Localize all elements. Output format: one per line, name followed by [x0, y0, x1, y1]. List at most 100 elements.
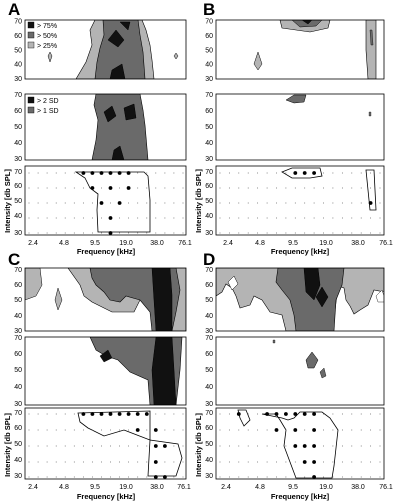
grid-dot	[266, 232, 268, 234]
grid-dot	[28, 172, 30, 174]
y-tick: 70	[205, 335, 213, 342]
grid-dot	[182, 172, 184, 174]
contour-light-region	[253, 51, 263, 71]
x-ticks-c: 2.4 4.8 9.5 19.0 38.0 76.1	[28, 484, 191, 491]
grid-dot	[101, 445, 102, 447]
grid-dot	[91, 202, 93, 204]
grid-dot	[119, 476, 121, 478]
grid-dot	[46, 413, 48, 415]
dot-plot-c	[24, 407, 187, 480]
grid-dot	[28, 413, 30, 415]
grid-dot	[323, 413, 324, 415]
grid-dot	[146, 476, 148, 478]
grid-dot	[360, 217, 362, 219]
y-ticks-c-top: 30 40 50 60 70	[14, 267, 22, 335]
response-dot	[153, 460, 158, 464]
y-tick: 50	[14, 198, 22, 205]
grid-dot	[370, 187, 372, 189]
response-dot	[293, 428, 298, 432]
legend-a-mid: > 2 SD > 1 SD	[27, 96, 59, 115]
grid-dot	[82, 217, 84, 219]
y-tick: 70	[14, 92, 22, 99]
grid-dot	[332, 461, 334, 463]
grid-dot	[276, 217, 277, 219]
grid-dot	[219, 429, 221, 431]
y-tick: 30	[205, 401, 213, 408]
y-tick: 40	[205, 140, 213, 147]
grid-dot	[182, 217, 184, 219]
grid-dot	[257, 217, 259, 219]
y-ticks-d-top: 30 40 50 60 70	[205, 267, 213, 335]
grid-dot	[313, 187, 315, 189]
grid-dot	[119, 232, 121, 234]
grid-dot	[285, 232, 287, 234]
y-tick: 30	[14, 473, 22, 480]
response-dot	[153, 475, 158, 479]
grid-dot	[82, 202, 84, 204]
y-tick: 70	[14, 19, 22, 26]
response-dot	[126, 412, 131, 416]
grid-dot	[182, 187, 184, 189]
grid-dot	[294, 202, 296, 204]
y-ticks-a-bottom: 30 40 50 60 70	[14, 169, 22, 237]
response-dot	[108, 186, 113, 190]
grid-dot	[351, 232, 353, 234]
x-tick: 2.4	[221, 484, 231, 491]
grid-dot	[341, 413, 343, 415]
axes: 30 40 50 60 70 30 40 50 60 70 30 40 50 6…	[3, 19, 393, 502]
y-tick: 30	[14, 401, 22, 408]
contour-dark-region	[123, 103, 137, 121]
x-tick: 9.5	[90, 240, 100, 247]
grid-dot	[228, 232, 230, 234]
response-dot	[163, 444, 167, 448]
grid-dot	[173, 217, 175, 219]
grid-dot	[182, 413, 184, 415]
grid-dot	[379, 172, 381, 174]
response-dot	[81, 171, 86, 175]
grid-dot	[28, 476, 30, 478]
x-tick: 38.0	[351, 240, 365, 247]
response-dot	[312, 412, 316, 416]
grid-dot	[360, 232, 362, 234]
response-boundary	[261, 411, 339, 479]
response-dot	[153, 444, 158, 448]
grid-dot	[101, 232, 102, 234]
x-ticks-b: 2.4 4.8 9.5 19.0 38.0 76.1	[223, 240, 393, 247]
contour-mid-region	[319, 367, 327, 379]
grid-dot	[128, 202, 130, 204]
dot-grid	[219, 171, 381, 234]
y-tick: 60	[205, 425, 213, 432]
plot-frame	[24, 165, 187, 236]
grid-dot	[370, 217, 372, 219]
grid-dot	[182, 445, 184, 447]
y-ticks-d-bottom: 30 40 50 60 70	[205, 410, 213, 480]
grid-dot	[110, 445, 111, 447]
grid-dot	[155, 232, 157, 234]
y-tick: 50	[205, 124, 213, 131]
y-tick: 60	[205, 351, 213, 358]
x-tick: 76.1	[178, 240, 192, 247]
y-tick: 70	[14, 410, 22, 417]
response-dot	[99, 412, 104, 416]
y-tick: 60	[205, 33, 213, 40]
plot-frame	[215, 19, 385, 80]
grid-dot	[55, 202, 57, 204]
response-boundary	[237, 409, 251, 427]
grid-dot	[173, 476, 175, 478]
y-tick: 50	[14, 124, 22, 131]
grid-dot	[323, 445, 324, 447]
response-dot	[163, 475, 167, 479]
grid-dot	[323, 476, 324, 478]
grid-dot	[285, 445, 287, 447]
grid-dot	[379, 429, 381, 431]
contour-plot-a-mid	[24, 93, 187, 161]
x-tick: 76.1	[379, 240, 393, 247]
x-tick: 38.0	[150, 240, 164, 247]
grid-dot	[28, 202, 30, 204]
contour-plot-d-mid	[215, 336, 385, 406]
response-dot	[135, 428, 140, 432]
grid-dot	[238, 202, 240, 204]
grid-dot	[360, 461, 362, 463]
grid-dot	[46, 172, 48, 174]
grid-dot	[276, 202, 277, 204]
